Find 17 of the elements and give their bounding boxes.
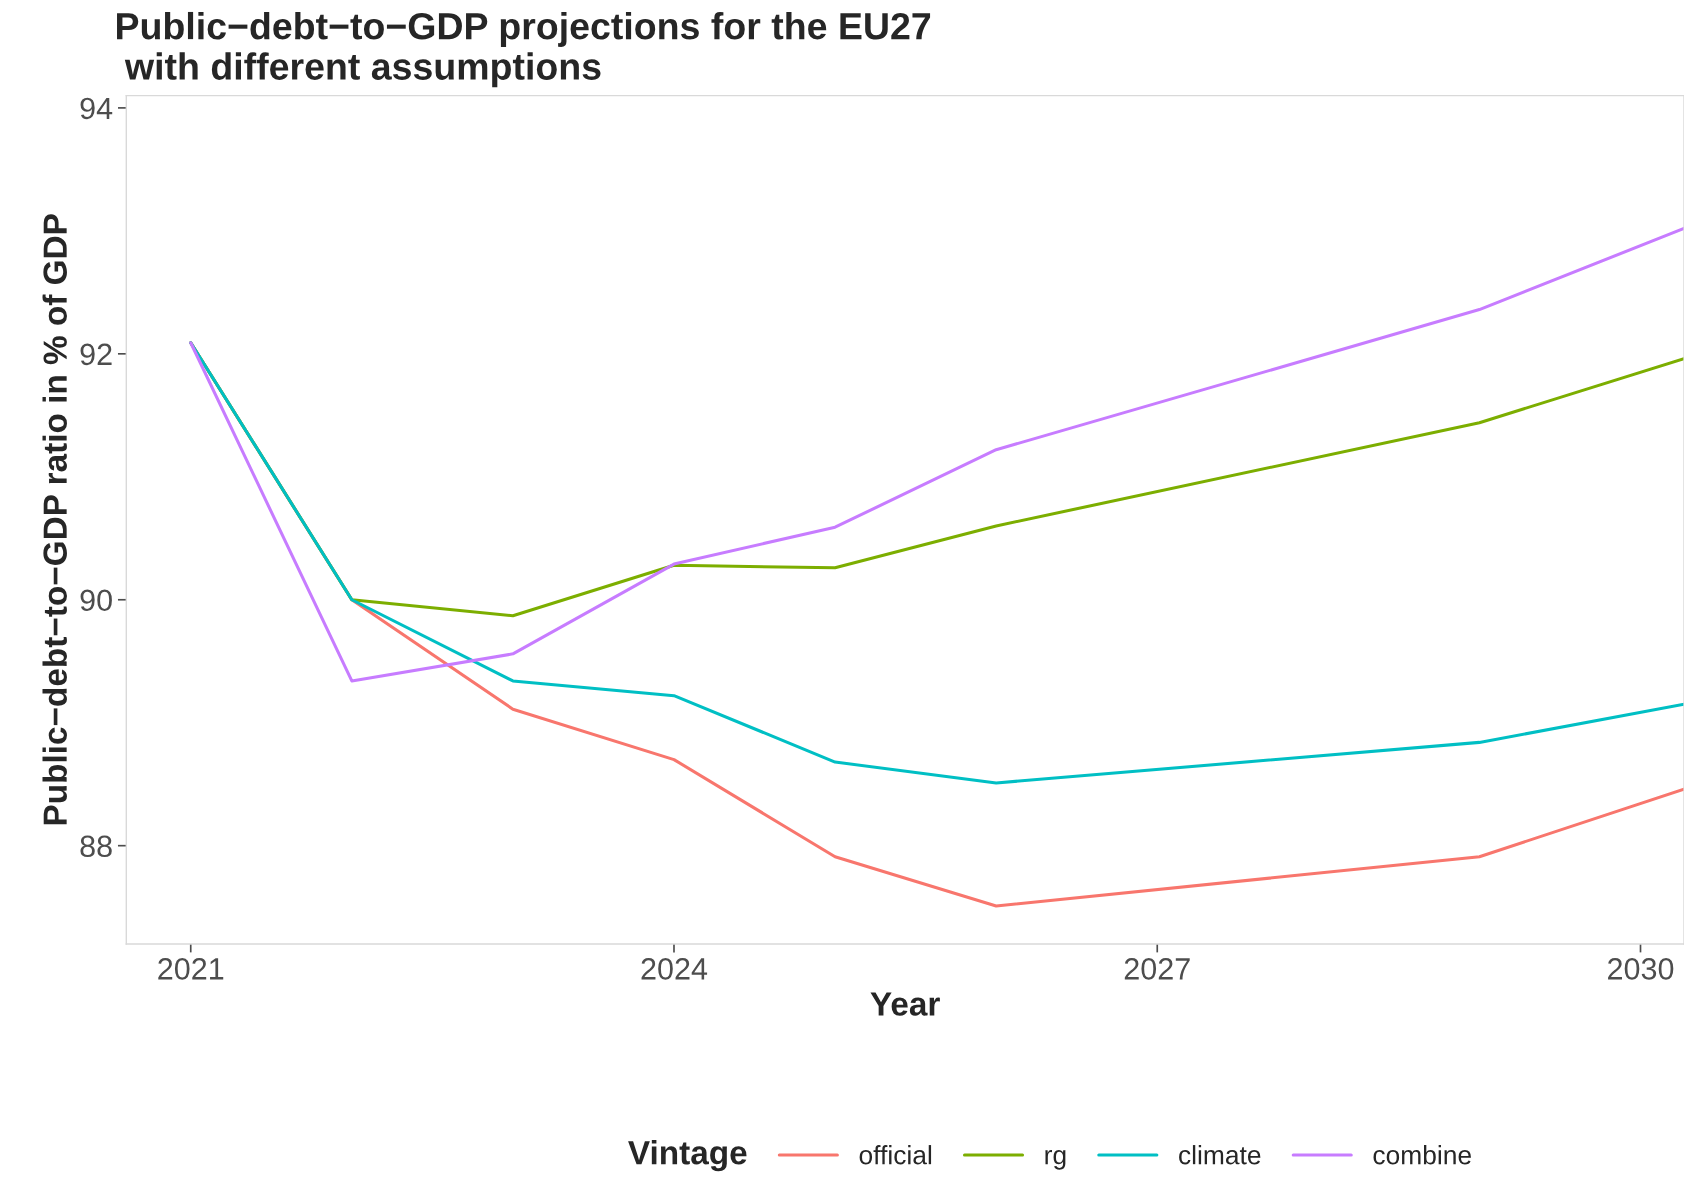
legend-label: climate [1179, 1145, 1261, 1165]
y-axis-title: Public−debt−to−GDP ratio in % of GDP [42, 214, 67, 825]
y-tick-label: 90 [80, 589, 112, 612]
legend-label: rg [1045, 1149, 1066, 1170]
legend-label: official [859, 1145, 932, 1165]
y-tick-label: 88 [80, 835, 112, 858]
y-tick-label: 94 [80, 97, 113, 120]
x-axis-title: Year [870, 992, 940, 1016]
chart-title: Public−debt−to−GDP projections for the EU27 with different assumptions [117, 11, 931, 88]
x-tick-label: 2030 [1608, 958, 1674, 980]
x-tick-label: 2024 [641, 958, 708, 980]
y-tick-label: 92 [80, 343, 112, 366]
x-tick-label: 2027 [1124, 958, 1190, 980]
legend-label: combine [1373, 1145, 1471, 1165]
legend-title: Vintage [628, 1140, 747, 1172]
line-series [189, 226, 1684, 683]
x-tick-label: 2021 [158, 958, 224, 980]
